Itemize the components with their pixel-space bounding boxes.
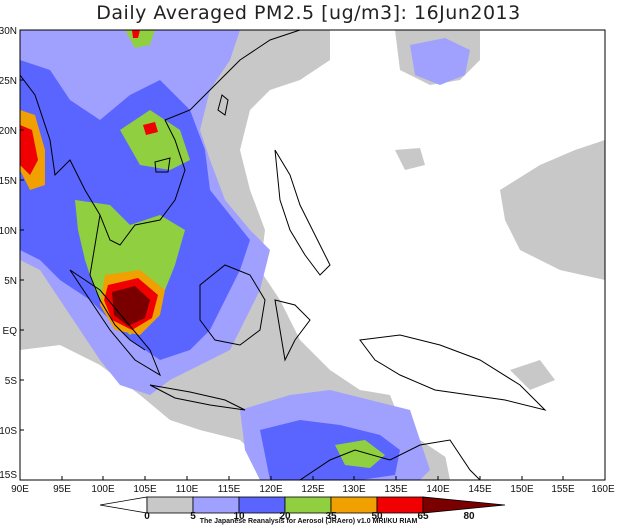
lon-tick-labels: 90E 95E 100E 105E 110E 115E 120E 125E 13… (11, 484, 615, 495)
colorbar-label: 5 (190, 511, 196, 522)
lon-tick-label: 130E (342, 484, 366, 495)
colorbar-label: 35 (325, 511, 337, 522)
coast-philippines (274, 149, 331, 276)
lat-tick-label: 5N (4, 276, 17, 287)
colorbar-label: 0 (144, 511, 150, 522)
field-grey-east (500, 140, 605, 280)
colorbar-segment (238, 496, 286, 514)
lat-tick-label: 10N (0, 226, 17, 237)
field-red-spot (143, 122, 158, 135)
colorbar-label: 50 (371, 511, 383, 522)
lat-tick-label: 25N (0, 76, 17, 87)
coast-sumatra (69, 269, 162, 377)
colorbar-segment (146, 496, 194, 514)
lon-tick-label: 160E (591, 484, 615, 495)
coastlines (20, 30, 547, 480)
coast-malay-peninsula (89, 214, 146, 351)
field-red-top (132, 30, 140, 38)
lon-tick-label: 150E (510, 484, 534, 495)
lon-tick-label: 145E (468, 484, 492, 495)
lat-tick-labels: 30N 25N 20N 15N 10N 5N EQ 5S 10S 15S (0, 26, 17, 481)
colorbar-segment (422, 496, 506, 514)
colorbar-segment (330, 496, 378, 514)
coast-new-guinea (359, 334, 547, 411)
lon-tick-label: 120E (259, 484, 283, 495)
credit-line: The Japanese Reanalysis for Aerosol (JRA… (199, 518, 418, 525)
colorbar-label: 65 (417, 511, 429, 522)
lon-tick-label: 95E (53, 484, 71, 495)
coast-hainan (154, 157, 171, 173)
field-green-top (125, 30, 155, 48)
colorbar-label: 10 (233, 511, 245, 522)
lon-tick-label: 90E (11, 484, 29, 495)
field-blue-main (20, 60, 250, 360)
field-green-north (120, 110, 190, 170)
lat-tick-label: 20N (0, 126, 17, 137)
lon-tick-label: 140E (426, 484, 450, 495)
colorbar-segment (376, 496, 424, 514)
colorbar-label: 80 (463, 511, 475, 522)
field-green-south (335, 440, 385, 468)
lon-tick-label: 135E (384, 484, 408, 495)
lon-tick-label: 105E (133, 484, 157, 495)
field-grey-mid (395, 148, 425, 170)
colorbar-label: 20 (279, 511, 291, 522)
lon-tick-label: 110E (176, 484, 199, 495)
tick-marks (19, 29, 606, 481)
coast-mainland (20, 30, 301, 246)
field-red-west (20, 125, 38, 175)
field-white-south (20, 345, 260, 480)
colorbar-segment (99, 496, 148, 514)
concentration-fields (20, 30, 605, 480)
colorbar-segment (284, 496, 332, 514)
lon-tick-label: 100E (91, 484, 115, 495)
coast-borneo (199, 264, 266, 346)
lat-tick-label: 5S (5, 376, 18, 387)
map-title: Daily Averaged PM2.5 [ug/m3]: 16Jun2013 (96, 2, 521, 24)
lat-tick-label: 30N (0, 26, 17, 37)
coast-taiwan (217, 94, 229, 116)
field-grey-se (510, 360, 555, 390)
colorbar: 0 5 10 20 35 50 65 80 (99, 496, 506, 522)
lon-tick-label: 155E (551, 484, 575, 495)
lon-tick-label: 125E (301, 484, 325, 495)
colorbar-segment (192, 496, 240, 514)
lat-tick-label: 15S (0, 470, 17, 481)
lat-tick-label: 10S (0, 426, 17, 437)
field-white-se (440, 420, 500, 480)
coast-java (149, 384, 246, 411)
lat-tick-label: 15N (0, 176, 17, 187)
field-lightblue-ne (410, 38, 470, 85)
lat-tick-label: EQ (3, 326, 18, 337)
coast-australia (299, 439, 481, 480)
lon-tick-label: 115E (218, 484, 241, 495)
coast-sulawesi (274, 299, 311, 362)
